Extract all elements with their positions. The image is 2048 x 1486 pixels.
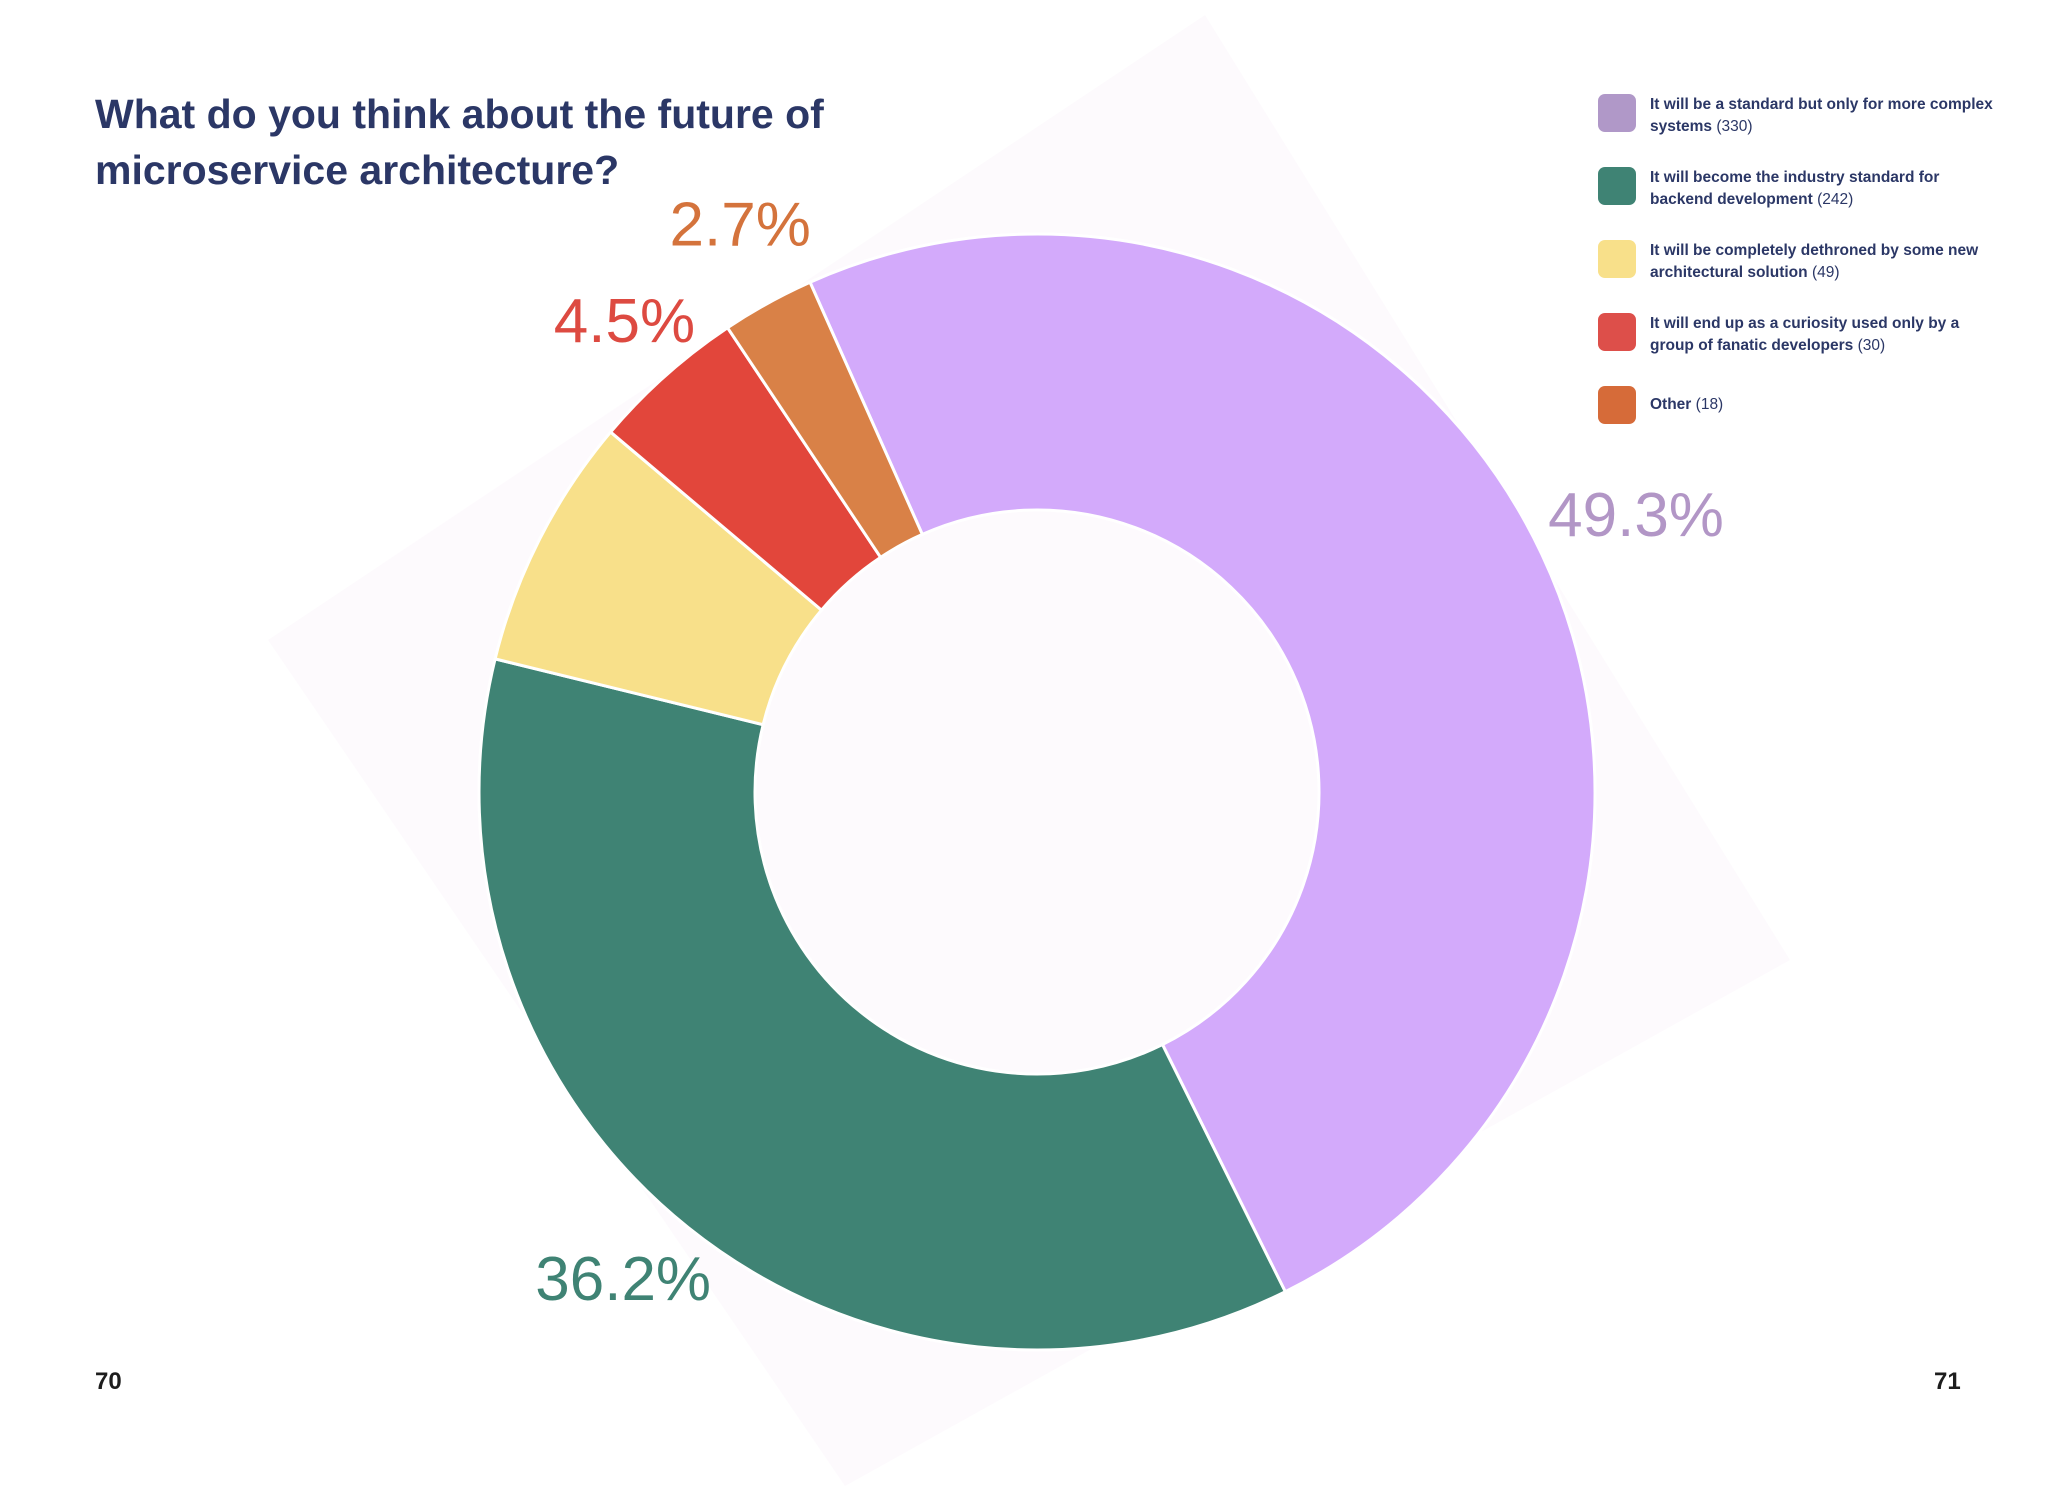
donut-slice-complex-systems [808,232,1597,1294]
chart-title: What do you think about the future of mi… [95,91,824,193]
percent-label-complex-systems: 49.3% [1548,481,1724,550]
legend-label-text: It will be a standard but only for more … [1650,96,1993,135]
legend-label: It will be completely dethroned by some … [1650,240,1998,283]
legend-label: Other (18) [1650,394,1723,416]
legend-item-industry-standard: It will become the industry standard for… [1598,167,1998,210]
legend-swatch [1598,167,1636,205]
legend-label-text: It will end up as a curiosity used only … [1650,315,1960,354]
legend-label: It will be a standard but only for more … [1650,94,1998,137]
legend-count: (330) [1716,117,1753,135]
legend-label-text: Other [1650,396,1692,414]
legend-swatch [1598,94,1636,132]
legend-count: (49) [1811,263,1840,281]
legend-swatch [1598,386,1636,424]
legend-swatch [1598,313,1636,351]
legend-count: (30) [1857,336,1886,354]
legend-item-complex-systems: It will be a standard but only for more … [1598,94,1998,137]
page-number-right: 71 [1934,1368,1961,1395]
legend-label-text: It will be completely dethroned by some … [1650,242,1979,281]
legend-label: It will end up as a curiosity used only … [1650,313,1998,356]
percent-labels: 49.3% 36.2% 4.5% 2.7% [535,190,1724,1314]
legend-swatch [1598,240,1636,278]
legend-item-curiosity: It will end up as a curiosity used only … [1598,313,1998,356]
percent-label-industry-standard: 36.2% [535,1245,711,1314]
legend-label-text: It will become the industry standard for… [1650,169,1940,208]
legend: It will be a standard but only for more … [1598,94,1998,454]
donut-slice-other [725,280,925,560]
legend-item-other: Other (18) [1598,386,1998,424]
percent-label-curiosity: 4.5% [554,287,695,356]
legend-count: (18) [1695,396,1724,414]
donut-slice-industry-standard [477,657,1288,1352]
legend-item-dethroned: It will be completely dethroned by some … [1598,240,1998,283]
page-number-left: 70 [95,1368,122,1395]
donut-slices [477,232,1597,1352]
legend-label: It will become the industry standard for… [1650,167,1998,210]
percent-label-other: 2.7% [670,190,811,259]
legend-count: (242) [1817,190,1854,208]
